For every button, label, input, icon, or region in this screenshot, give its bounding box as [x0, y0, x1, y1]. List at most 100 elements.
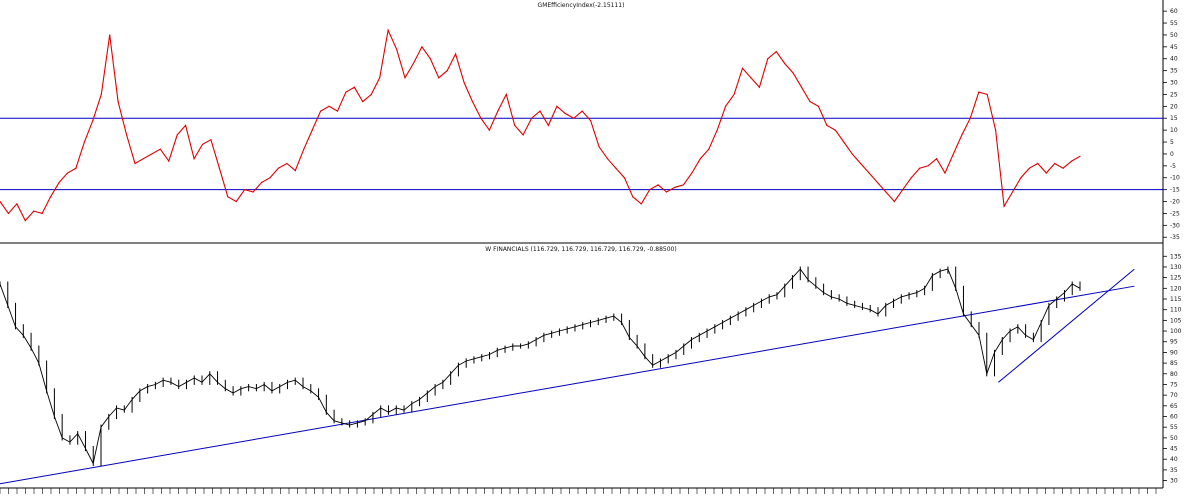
indicator-point: [691, 172, 693, 174]
indicator-point: [834, 129, 836, 131]
indicator-point: [978, 91, 980, 93]
indicator-point: [733, 93, 735, 96]
indicator-point: [674, 186, 676, 188]
indicator-point: [547, 124, 550, 126]
indicator-point: [33, 210, 35, 212]
indicator-point: [244, 189, 246, 191]
price-series: [0, 266, 1081, 467]
indicator-point: [480, 117, 482, 119]
y-tick-label: 45: [1170, 44, 1178, 51]
indicator-point: [1003, 205, 1005, 207]
indicator-point: [775, 51, 777, 53]
indicator-point: [885, 191, 887, 193]
indicator-point: [530, 117, 533, 119]
indicator-point: [725, 105, 727, 107]
y-tick-label: 5: [1170, 139, 1174, 146]
y-tick-label: 15: [1170, 115, 1178, 122]
y-tick-label: 40: [1170, 56, 1178, 63]
y-tick-label: 10: [1170, 127, 1178, 134]
y-tick-label: 70: [1170, 392, 1178, 399]
indicator-point: [573, 117, 575, 119]
indicator-point: [404, 77, 406, 79]
indicator-point: [649, 189, 651, 191]
indicator-point: [286, 162, 288, 165]
indicator-point: [910, 177, 912, 179]
indicator-point: [328, 105, 330, 107]
indicator-point: [1020, 177, 1022, 179]
indicator-point: [471, 100, 474, 103]
y-tick-label: 65: [1170, 403, 1178, 410]
x-axis-ticks: [0, 488, 1157, 494]
indicator-point: [902, 189, 904, 191]
indicator-point: [1028, 167, 1030, 169]
indicator-point: [986, 93, 988, 96]
indicator-point: [0, 200, 1, 203]
indicator-point: [370, 93, 372, 96]
indicator-point: [100, 93, 102, 96]
indicator-panel-title: GMEfficiencyIndex(-2.15111): [538, 2, 625, 9]
y-tick-label: 130: [1170, 264, 1182, 271]
y-tick-label: 55: [1170, 20, 1178, 27]
y-tick-label: 105: [1170, 317, 1182, 324]
indicator-point: [1062, 167, 1064, 169]
indicator-point: [362, 100, 364, 103]
indicator-point: [353, 86, 355, 88]
indicator-point: [269, 177, 271, 179]
price-panel-title: W FINANCIALS (116.729, 116.729, 116.729,…: [485, 246, 676, 253]
indicator-point: [16, 203, 18, 205]
indicator-point: [227, 196, 229, 198]
indicator-point: [800, 86, 803, 88]
indicator-point: [24, 219, 26, 222]
indicator-point: [860, 162, 862, 165]
y-tick-label: 100: [1170, 328, 1182, 335]
indicator-point: [1045, 172, 1047, 174]
indicator-point: [193, 158, 195, 160]
y-tick-label: 95: [1170, 339, 1178, 346]
indicator-point: [151, 153, 153, 155]
indicator-point: [514, 124, 516, 126]
indicator-point: [851, 153, 853, 155]
y-tick-label: 80: [1170, 371, 1178, 378]
indicator-point: [58, 181, 60, 184]
indicator-point: [134, 162, 136, 165]
indicator-point: [809, 100, 811, 103]
indicator-point: [66, 172, 69, 174]
y-tick-label: -25: [1170, 210, 1180, 217]
y-tick-label: 115: [1170, 296, 1182, 303]
y-tick-label: 60: [1170, 8, 1178, 15]
indicator-point: [606, 158, 609, 160]
indicator-point: [792, 72, 794, 74]
y-tick-label: 75: [1170, 381, 1178, 388]
y-tick-label: 55: [1170, 424, 1178, 431]
indicator-point: [412, 62, 415, 65]
indicator-point: [41, 212, 43, 215]
indicator-point: [843, 141, 845, 143]
indicator-point: [83, 141, 85, 143]
indicator-point: [564, 112, 566, 115]
indicator-point: [311, 129, 313, 131]
indicator-point: [421, 46, 423, 48]
indicator-point: [657, 184, 659, 186]
indicator-point: [218, 167, 220, 169]
indicator-series: [0, 28, 1081, 222]
indicator-point: [109, 34, 111, 36]
indicator-point: [168, 160, 170, 162]
indicator-point: [969, 117, 971, 119]
indicator-point: [50, 196, 52, 198]
indicator-point: [438, 77, 440, 79]
indicator-point: [1037, 162, 1039, 165]
reference-lines: [0, 117, 1163, 191]
indicator-point: [395, 48, 398, 50]
y-tick-label: -35: [1170, 234, 1180, 241]
indicator-point: [581, 110, 583, 112]
indicator-point: [7, 212, 10, 215]
indicator-point: [826, 124, 828, 126]
indicator-point: [615, 167, 617, 169]
indicator-point: [876, 181, 879, 184]
price-line: [0, 268, 1081, 465]
indicator-point: [927, 165, 929, 167]
indicator-point: [252, 191, 254, 193]
indicator-point: [640, 203, 642, 205]
